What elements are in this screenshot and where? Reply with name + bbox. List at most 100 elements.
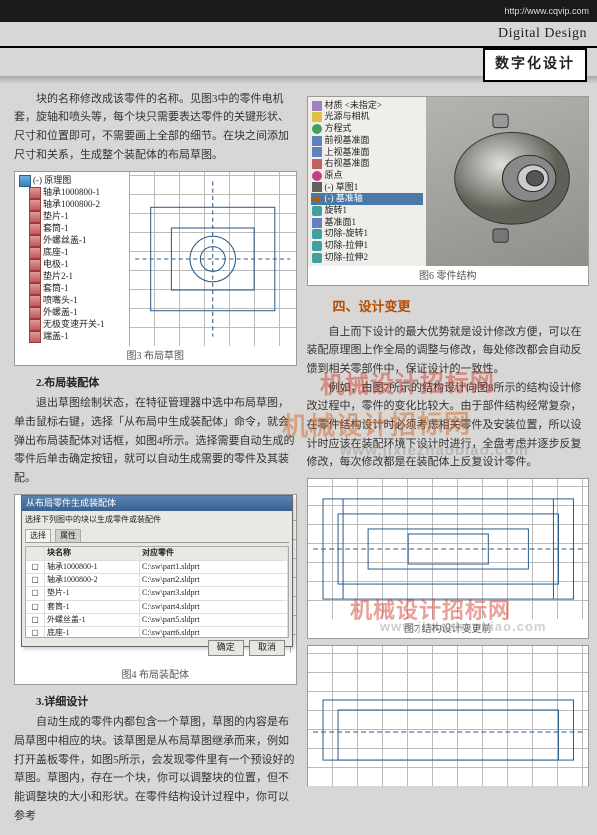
prop-item-selected: (-) 基准轴 xyxy=(325,193,363,205)
intro-para: 块的名称修改成该零件的名称。见图3中的零件电机套，旋轴和喷头等，每个块只需要表达… xyxy=(14,90,295,165)
top-black-bar: http://www.cqvip.com xyxy=(0,0,597,22)
light-icon xyxy=(312,112,322,122)
prop-item: 切除-旋转1 xyxy=(325,228,369,240)
figure-7-drawing xyxy=(308,479,589,619)
tree-item: 垫片-1 xyxy=(43,211,69,223)
prop-item: 切除-拉伸2 xyxy=(325,252,369,264)
dialog-title: 从布局零件生成装配体 xyxy=(22,496,292,512)
subhead-3: 3.详细设计 xyxy=(14,693,295,712)
plane-icon xyxy=(312,136,322,146)
prop-item: 光源与相机 xyxy=(325,111,370,123)
figure-7: 图7 结构设计变更前 xyxy=(307,478,590,639)
feature-tree: (-) 原理图 轴承1000800-1 轴承1000800-2 垫片-1 套筒-… xyxy=(15,172,130,346)
fig7-caption: 图7 结构设计变更前 xyxy=(308,619,589,638)
table-row[interactable]: ▢底座-1C:\sw\part6.sldprt xyxy=(26,627,288,638)
sketch-icon xyxy=(312,182,322,192)
block-icon xyxy=(29,247,41,259)
generate-assembly-dialog: 从布局零件生成装配体 选择下列图中的块以生成零件或装配件 选择 属性 块名称 xyxy=(21,495,293,647)
tree-item: 电极-1 xyxy=(43,259,69,271)
plane-icon xyxy=(312,159,322,169)
tree-item: 外螺盖-1 xyxy=(43,307,78,319)
tab-select[interactable]: 选择 xyxy=(25,529,51,542)
equation-icon xyxy=(312,124,322,134)
block-icon xyxy=(29,283,41,295)
table-row[interactable]: ▢垫片-1C:\sw\part3.sldprt xyxy=(26,587,288,600)
dialog-tabs: 选择 属性 xyxy=(25,529,289,543)
table-row[interactable]: ▢轴承1000800-2C:\sw\part2.sldprt xyxy=(26,574,288,587)
part-3d-render xyxy=(426,97,589,267)
block-icon xyxy=(29,319,41,331)
tree-item: 垫片2-1 xyxy=(43,271,73,283)
prop-material: 材质 <未指定> xyxy=(325,100,382,112)
figure-3: (-) 原理图 轴承1000800-1 轴承1000800-2 垫片-1 套筒-… xyxy=(14,171,297,366)
plane-icon xyxy=(312,147,322,157)
cancel-button[interactable]: 取消 xyxy=(249,640,285,656)
origin-icon xyxy=(312,171,322,181)
table-row[interactable]: ▢套筒-1C:\sw\part4.sldprt xyxy=(26,601,288,614)
para-4a: 自上而下设计的最大优势就是设计修改方便，可以在装配原理图上作全局的调整与修改，每… xyxy=(307,323,588,379)
prop-item: 上视基准面 xyxy=(325,147,370,159)
tree-item: 轴承1000800-1 xyxy=(43,187,100,199)
prop-item: 方程式 xyxy=(325,123,352,135)
block-icon xyxy=(29,187,41,199)
section-4-heading: 四、设计变更 xyxy=(307,296,588,318)
tree-item: 喷嘴头-1 xyxy=(43,295,78,307)
tree-item: 套筒-1 xyxy=(43,223,69,235)
prop-item: 右视基准面 xyxy=(325,158,370,170)
prop-item: (-) 草图1 xyxy=(325,182,359,194)
block-icon xyxy=(29,259,41,271)
col-name: 块名称 xyxy=(45,547,140,559)
header-url: http://www.cqvip.com xyxy=(504,6,589,16)
block-icon xyxy=(29,271,41,283)
prop-item: 基准面1 xyxy=(325,217,357,229)
prop-item: 前视基准面 xyxy=(325,135,370,147)
right-column: 材质 <未指定> 光源与相机 方程式 前视基准面 上视基准面 右视基准面 原点 … xyxy=(307,90,588,826)
para-4b: 例如，由图7所示的结构设计向图8所示的结构设计修改过程中，零件的变化比较大。由于… xyxy=(307,379,588,472)
plane-icon xyxy=(312,218,322,228)
tree-root: (-) 原理图 xyxy=(33,175,71,187)
fig4-caption: 图4 布局装配体 xyxy=(15,665,296,684)
prop-item: 旋转1 xyxy=(325,205,348,217)
tree-item: 端盖-1 xyxy=(43,331,69,343)
table-row[interactable]: ▢轴承1000800-1C:\sw\part1.sldprt xyxy=(26,561,288,574)
prop-item: 原点 xyxy=(325,170,343,182)
figure-8-partial xyxy=(307,645,590,786)
cut-icon xyxy=(312,229,322,239)
material-icon xyxy=(312,101,322,111)
block-icon xyxy=(29,211,41,223)
cut-icon xyxy=(312,253,322,263)
col-check xyxy=(26,547,45,559)
subhead-2: 2.布局装配体 xyxy=(14,374,295,393)
block-icon xyxy=(29,235,41,247)
block-icon xyxy=(29,331,41,343)
block-icon xyxy=(29,199,41,211)
section-tag: 数字化设计 xyxy=(483,48,587,82)
fig3-caption: 图3 布局草图 xyxy=(15,346,296,365)
block-icon xyxy=(29,307,41,319)
tree-item: 外螺丝盖-1 xyxy=(43,235,87,247)
block-icon xyxy=(29,223,41,235)
fig6-caption: 图6 零件结构 xyxy=(308,266,589,285)
para-3: 自动生成的零件内都包含一个草图，草图的内容是布局草图中相应的块。该草图是从布局草… xyxy=(14,713,295,825)
figure-6: 材质 <未指定> 光源与相机 方程式 前视基准面 上视基准面 右视基准面 原点 … xyxy=(307,96,590,287)
axis-icon xyxy=(312,194,322,204)
dialog-table: 块名称 对应零件 ▢轴承1000800-1C:\sw\part1.sldprt … xyxy=(25,546,289,638)
prop-item: 切除-拉伸1 xyxy=(325,240,369,252)
dialog-hint: 选择下列图中的块以生成零件或装配件 xyxy=(25,514,289,528)
col-part: 对应零件 xyxy=(140,547,288,559)
properties-tree: 材质 <未指定> 光源与相机 方程式 前视基准面 上视基准面 右视基准面 原点 … xyxy=(308,97,426,267)
tree-root-icon xyxy=(19,175,31,187)
layout-sketch-drawing xyxy=(130,172,296,346)
revolve-icon xyxy=(312,206,322,216)
left-column: 块的名称修改成该零件的名称。见图3中的零件电机套，旋轴和喷头等，每个块只需要表达… xyxy=(14,90,295,826)
table-row[interactable]: ▢外螺丝盖-1C:\sw\part5.sldprt xyxy=(26,614,288,627)
tree-item: 无极变速开关-1 xyxy=(43,319,105,331)
ok-button[interactable]: 确定 xyxy=(208,640,244,656)
tree-item: 轴承1000800-2 xyxy=(43,199,100,211)
cut-icon xyxy=(312,241,322,251)
figure-8-drawing xyxy=(308,646,589,786)
tab-props[interactable]: 属性 xyxy=(55,529,81,542)
figure-4: 从布局零件生成装配体 选择下列图中的块以生成零件或装配件 选择 属性 块名称 xyxy=(14,494,297,685)
para-2: 退出草图绘制状态，在特征管理器中选中布局草图，单击鼠标右键，选择「从布局中生成装… xyxy=(14,394,295,487)
block-icon xyxy=(29,295,41,307)
